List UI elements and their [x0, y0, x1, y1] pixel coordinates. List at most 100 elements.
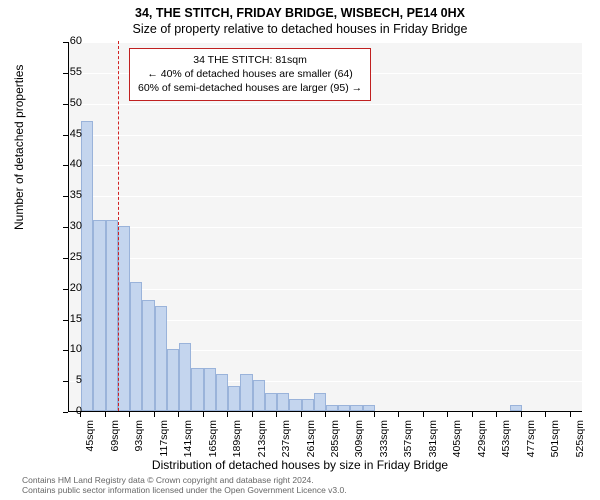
x-tick-label: 93sqm — [133, 420, 145, 464]
histogram-bar — [350, 405, 362, 411]
x-tick-mark — [203, 412, 204, 417]
x-tick-mark — [521, 412, 522, 417]
x-tick-label: 237sqm — [280, 420, 292, 464]
histogram-bar — [130, 282, 142, 412]
x-tick-mark — [545, 412, 546, 417]
gridline — [69, 135, 583, 136]
x-tick-mark — [496, 412, 497, 417]
histogram-bar — [253, 380, 265, 411]
histogram-bar — [81, 121, 93, 411]
x-tick-label: 261sqm — [305, 420, 317, 464]
y-tick-label: 5 — [42, 374, 82, 386]
histogram-bar — [338, 405, 350, 411]
histogram-bar — [191, 368, 203, 411]
histogram-bar — [314, 393, 326, 412]
y-tick-label: 55 — [42, 66, 82, 78]
x-tick-mark — [105, 412, 106, 417]
x-tick-mark — [129, 412, 130, 417]
x-tick-mark — [570, 412, 571, 417]
y-tick-label: 40 — [42, 158, 82, 170]
x-tick-label: 69sqm — [109, 420, 121, 464]
x-tick-label: 381sqm — [427, 420, 439, 464]
histogram-bar — [204, 368, 216, 411]
x-tick-mark — [80, 412, 81, 417]
footer-line2: Contains public sector information licen… — [22, 485, 347, 495]
x-tick-mark — [252, 412, 253, 417]
annotation-line3: 60% of semi-detached houses are larger (… — [138, 82, 362, 94]
chart-title-address: 34, THE STITCH, FRIDAY BRIDGE, WISBECH, … — [0, 6, 600, 20]
marker-line — [118, 41, 119, 411]
histogram-bar — [240, 374, 252, 411]
histogram-bar — [167, 349, 179, 411]
chart-subtitle: Size of property relative to detached ho… — [0, 22, 600, 36]
x-tick-mark — [227, 412, 228, 417]
x-tick-label: 141sqm — [182, 420, 194, 464]
y-tick-label: 0 — [42, 405, 82, 417]
x-tick-label: 165sqm — [207, 420, 219, 464]
gridline — [69, 227, 583, 228]
histogram-bar — [142, 300, 154, 411]
x-tick-mark — [276, 412, 277, 417]
x-tick-label: 333sqm — [378, 420, 390, 464]
y-tick-label: 30 — [42, 220, 82, 232]
annotation-line2: ← 40% of detached houses are smaller (64… — [147, 68, 352, 80]
histogram-bar — [216, 374, 228, 411]
y-tick-mark — [63, 196, 68, 197]
x-tick-label: 477sqm — [525, 420, 537, 464]
histogram-bar — [326, 405, 338, 411]
histogram-bar — [265, 393, 277, 412]
chart-container: 34, THE STITCH, FRIDAY BRIDGE, WISBECH, … — [0, 0, 600, 500]
y-tick-mark — [63, 42, 68, 43]
footer-line1: Contains HM Land Registry data © Crown c… — [22, 475, 314, 485]
x-tick-label: 525sqm — [574, 420, 586, 464]
x-tick-label: 453sqm — [500, 420, 512, 464]
histogram-bar — [363, 405, 375, 411]
y-tick-mark — [63, 104, 68, 105]
x-tick-label: 117sqm — [158, 420, 170, 464]
histogram-bar — [106, 220, 118, 411]
annotation-box: 34 THE STITCH: 81sqm ← 40% of detached ho… — [129, 48, 371, 101]
x-tick-mark — [154, 412, 155, 417]
y-tick-label: 25 — [42, 251, 82, 263]
x-tick-mark — [349, 412, 350, 417]
x-tick-mark — [398, 412, 399, 417]
x-tick-label: 405sqm — [451, 420, 463, 464]
histogram-bar — [155, 306, 167, 411]
x-tick-label: 45sqm — [84, 420, 96, 464]
gridline — [69, 258, 583, 259]
histogram-bar — [302, 399, 314, 411]
x-tick-mark — [447, 412, 448, 417]
histogram-bar — [510, 405, 522, 411]
y-tick-mark — [63, 289, 68, 290]
y-tick-label: 60 — [42, 35, 82, 47]
gridline — [69, 165, 583, 166]
footer-attribution: Contains HM Land Registry data © Crown c… — [22, 475, 347, 496]
x-tick-label: 285sqm — [329, 420, 341, 464]
x-tick-mark — [178, 412, 179, 417]
y-tick-mark — [63, 135, 68, 136]
histogram-bar — [118, 226, 130, 411]
x-tick-label: 213sqm — [256, 420, 268, 464]
x-tick-mark — [374, 412, 375, 417]
x-tick-label: 429sqm — [476, 420, 488, 464]
y-axis-label: Number of detached properties — [12, 65, 26, 230]
y-tick-label: 20 — [42, 282, 82, 294]
y-tick-label: 35 — [42, 189, 82, 201]
histogram-bar — [277, 393, 289, 412]
y-tick-mark — [63, 412, 68, 413]
x-tick-mark — [325, 412, 326, 417]
y-tick-mark — [63, 165, 68, 166]
y-tick-label: 50 — [42, 97, 82, 109]
y-tick-mark — [63, 227, 68, 228]
y-tick-mark — [63, 73, 68, 74]
gridline — [69, 196, 583, 197]
x-tick-label: 309sqm — [353, 420, 365, 464]
histogram-bar — [289, 399, 301, 411]
annotation-line1: 34 THE STITCH: 81sqm — [193, 54, 307, 66]
x-tick-mark — [423, 412, 424, 417]
gridline — [69, 42, 583, 43]
plot-area: 34 THE STITCH: 81sqm ← 40% of detached ho… — [68, 42, 582, 412]
y-tick-label: 45 — [42, 128, 82, 140]
x-tick-label: 501sqm — [549, 420, 561, 464]
gridline — [69, 289, 583, 290]
